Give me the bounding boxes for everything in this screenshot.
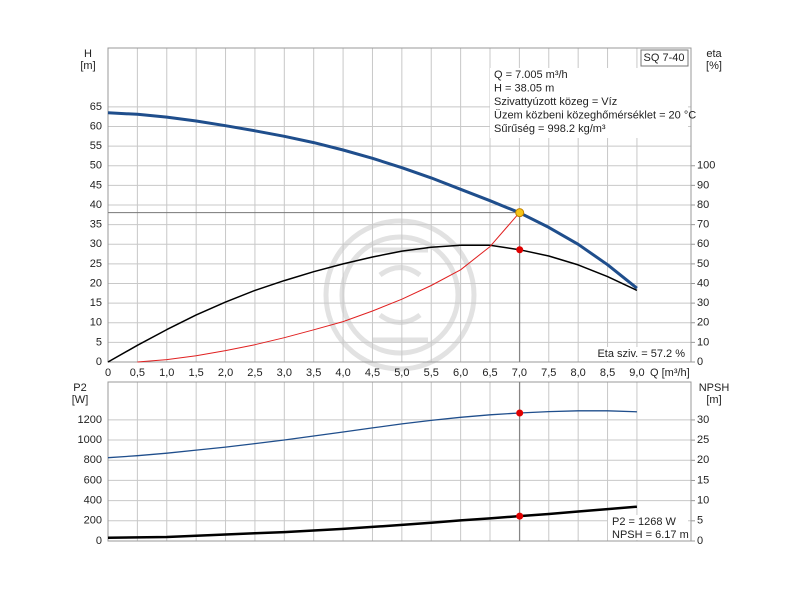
x-tick-label: 4,0 (335, 367, 350, 379)
x-tick-label: 8,0 (571, 367, 586, 379)
y-tick-label: 45 (90, 179, 102, 191)
y-tick-label: 65 (90, 101, 102, 113)
y2-axis-unit: [%] (706, 60, 722, 72)
y2-tick-label: 0 (697, 535, 703, 547)
y2-tick-label: 70 (697, 219, 709, 231)
y-tick-label: 30 (90, 238, 102, 250)
x-tick-label: 2,0 (218, 367, 233, 379)
y2-axis-unit: [m] (706, 394, 721, 406)
y-tick-label: 40 (90, 199, 102, 211)
x-tick-label: 3,5 (306, 367, 321, 379)
x-tick-label: 7,0 (512, 367, 527, 379)
y-tick-label: 200 (84, 515, 102, 527)
x-tick-label: 2,5 (247, 367, 262, 379)
y-tick-label: 15 (90, 297, 102, 309)
y2-tick-label: 30 (697, 414, 709, 426)
y-tick-label: 60 (90, 120, 102, 132)
x-tick-label: 0 (105, 367, 111, 379)
annotation: P2 = 1268 W (612, 516, 677, 528)
y-tick-label: 50 (90, 160, 102, 172)
eta-point (516, 246, 524, 254)
x-tick-label: 1,0 (159, 367, 174, 379)
info-line: Üzem közbeni közeghőmérséklet = 20 °C (494, 109, 696, 121)
y2-tick-label: 10 (697, 495, 709, 507)
x-tick-label: 0,5 (130, 367, 145, 379)
npsh-point (516, 512, 524, 520)
y2-tick-label: 40 (697, 277, 709, 289)
x-tick-label: 7,5 (541, 367, 556, 379)
plot-frame (107, 381, 692, 542)
y2-tick-label: 5 (697, 515, 703, 527)
title-box (640, 49, 689, 67)
y-axis-unit: [m] (80, 60, 95, 72)
y2-tick-label: 30 (697, 297, 709, 309)
y-tick-label: 400 (84, 495, 102, 507)
y2-tick-label: 100 (697, 160, 715, 172)
x-tick-label: 5,0 (394, 367, 409, 379)
eta-annotation: Eta sziv. = 57.2 % (597, 348, 685, 360)
y2-tick-label: 20 (697, 454, 709, 466)
y-tick-label: 0 (96, 356, 102, 368)
x-axis-label: Q [m³/h] (650, 367, 690, 379)
info-line: Sűrűség = 998.2 kg/m³ (494, 123, 606, 135)
annotation: NPSH = 6.17 m (612, 529, 689, 541)
watermark (323, 218, 477, 372)
curve (137, 212, 520, 363)
y-axis-label: H (84, 48, 92, 60)
y2-axis-label: NPSH (699, 382, 730, 394)
info-line: H = 38.05 m (494, 82, 554, 94)
y-tick-label: 10 (90, 317, 102, 329)
y-tick-label: 600 (84, 474, 102, 486)
x-tick-label: 1,5 (189, 367, 204, 379)
y2-tick-label: 15 (697, 474, 709, 486)
y2-tick-label: 0 (697, 356, 703, 368)
y2-tick-label: 60 (697, 238, 709, 250)
curve (107, 505, 638, 540)
y2-tick-label: 80 (697, 199, 709, 211)
curve (107, 410, 637, 459)
y-tick-label: 800 (84, 454, 102, 466)
p2-point (516, 409, 524, 417)
info-line: Q = 7.005 m³/h (494, 69, 568, 81)
y2-tick-label: 10 (697, 336, 709, 348)
annotation-bg (608, 515, 688, 540)
x-tick-label: 9,0 (629, 367, 644, 379)
curve (107, 244, 638, 363)
y2-tick-label: 20 (697, 317, 709, 329)
y-tick-label: 1200 (78, 414, 102, 426)
x-tick-label: 6,0 (453, 367, 468, 379)
y-tick-label: 5 (96, 336, 102, 348)
x-tick-label: 6,5 (482, 367, 497, 379)
x-tick-label: 4,5 (365, 367, 380, 379)
y2-tick-label: 25 (697, 434, 709, 446)
chart-title: SQ 7-40 (644, 52, 685, 64)
y-axis-unit: [W] (72, 394, 89, 406)
annotation-bg (596, 347, 688, 361)
info-bg (490, 68, 688, 138)
x-tick-label: 5,5 (424, 367, 439, 379)
y-tick-label: 1000 (78, 434, 102, 446)
y-tick-label: 35 (90, 219, 102, 231)
y-tick-label: 25 (90, 258, 102, 270)
x-tick-label: 3,0 (277, 367, 292, 379)
x-tick-label: 8,5 (600, 367, 615, 379)
plot-frame (107, 47, 692, 363)
y2-axis-label: eta (706, 48, 722, 60)
y-tick-label: 0 (96, 535, 102, 547)
y-tick-label: 20 (90, 277, 102, 289)
curve (107, 111, 638, 290)
y2-tick-label: 50 (697, 258, 709, 270)
y-tick-label: 55 (90, 140, 102, 152)
y2-tick-label: 90 (697, 179, 709, 191)
info-line: Szivattyúzott közeg = Víz (494, 96, 617, 108)
duty-point (515, 208, 525, 218)
y-axis-label: P2 (73, 382, 86, 394)
